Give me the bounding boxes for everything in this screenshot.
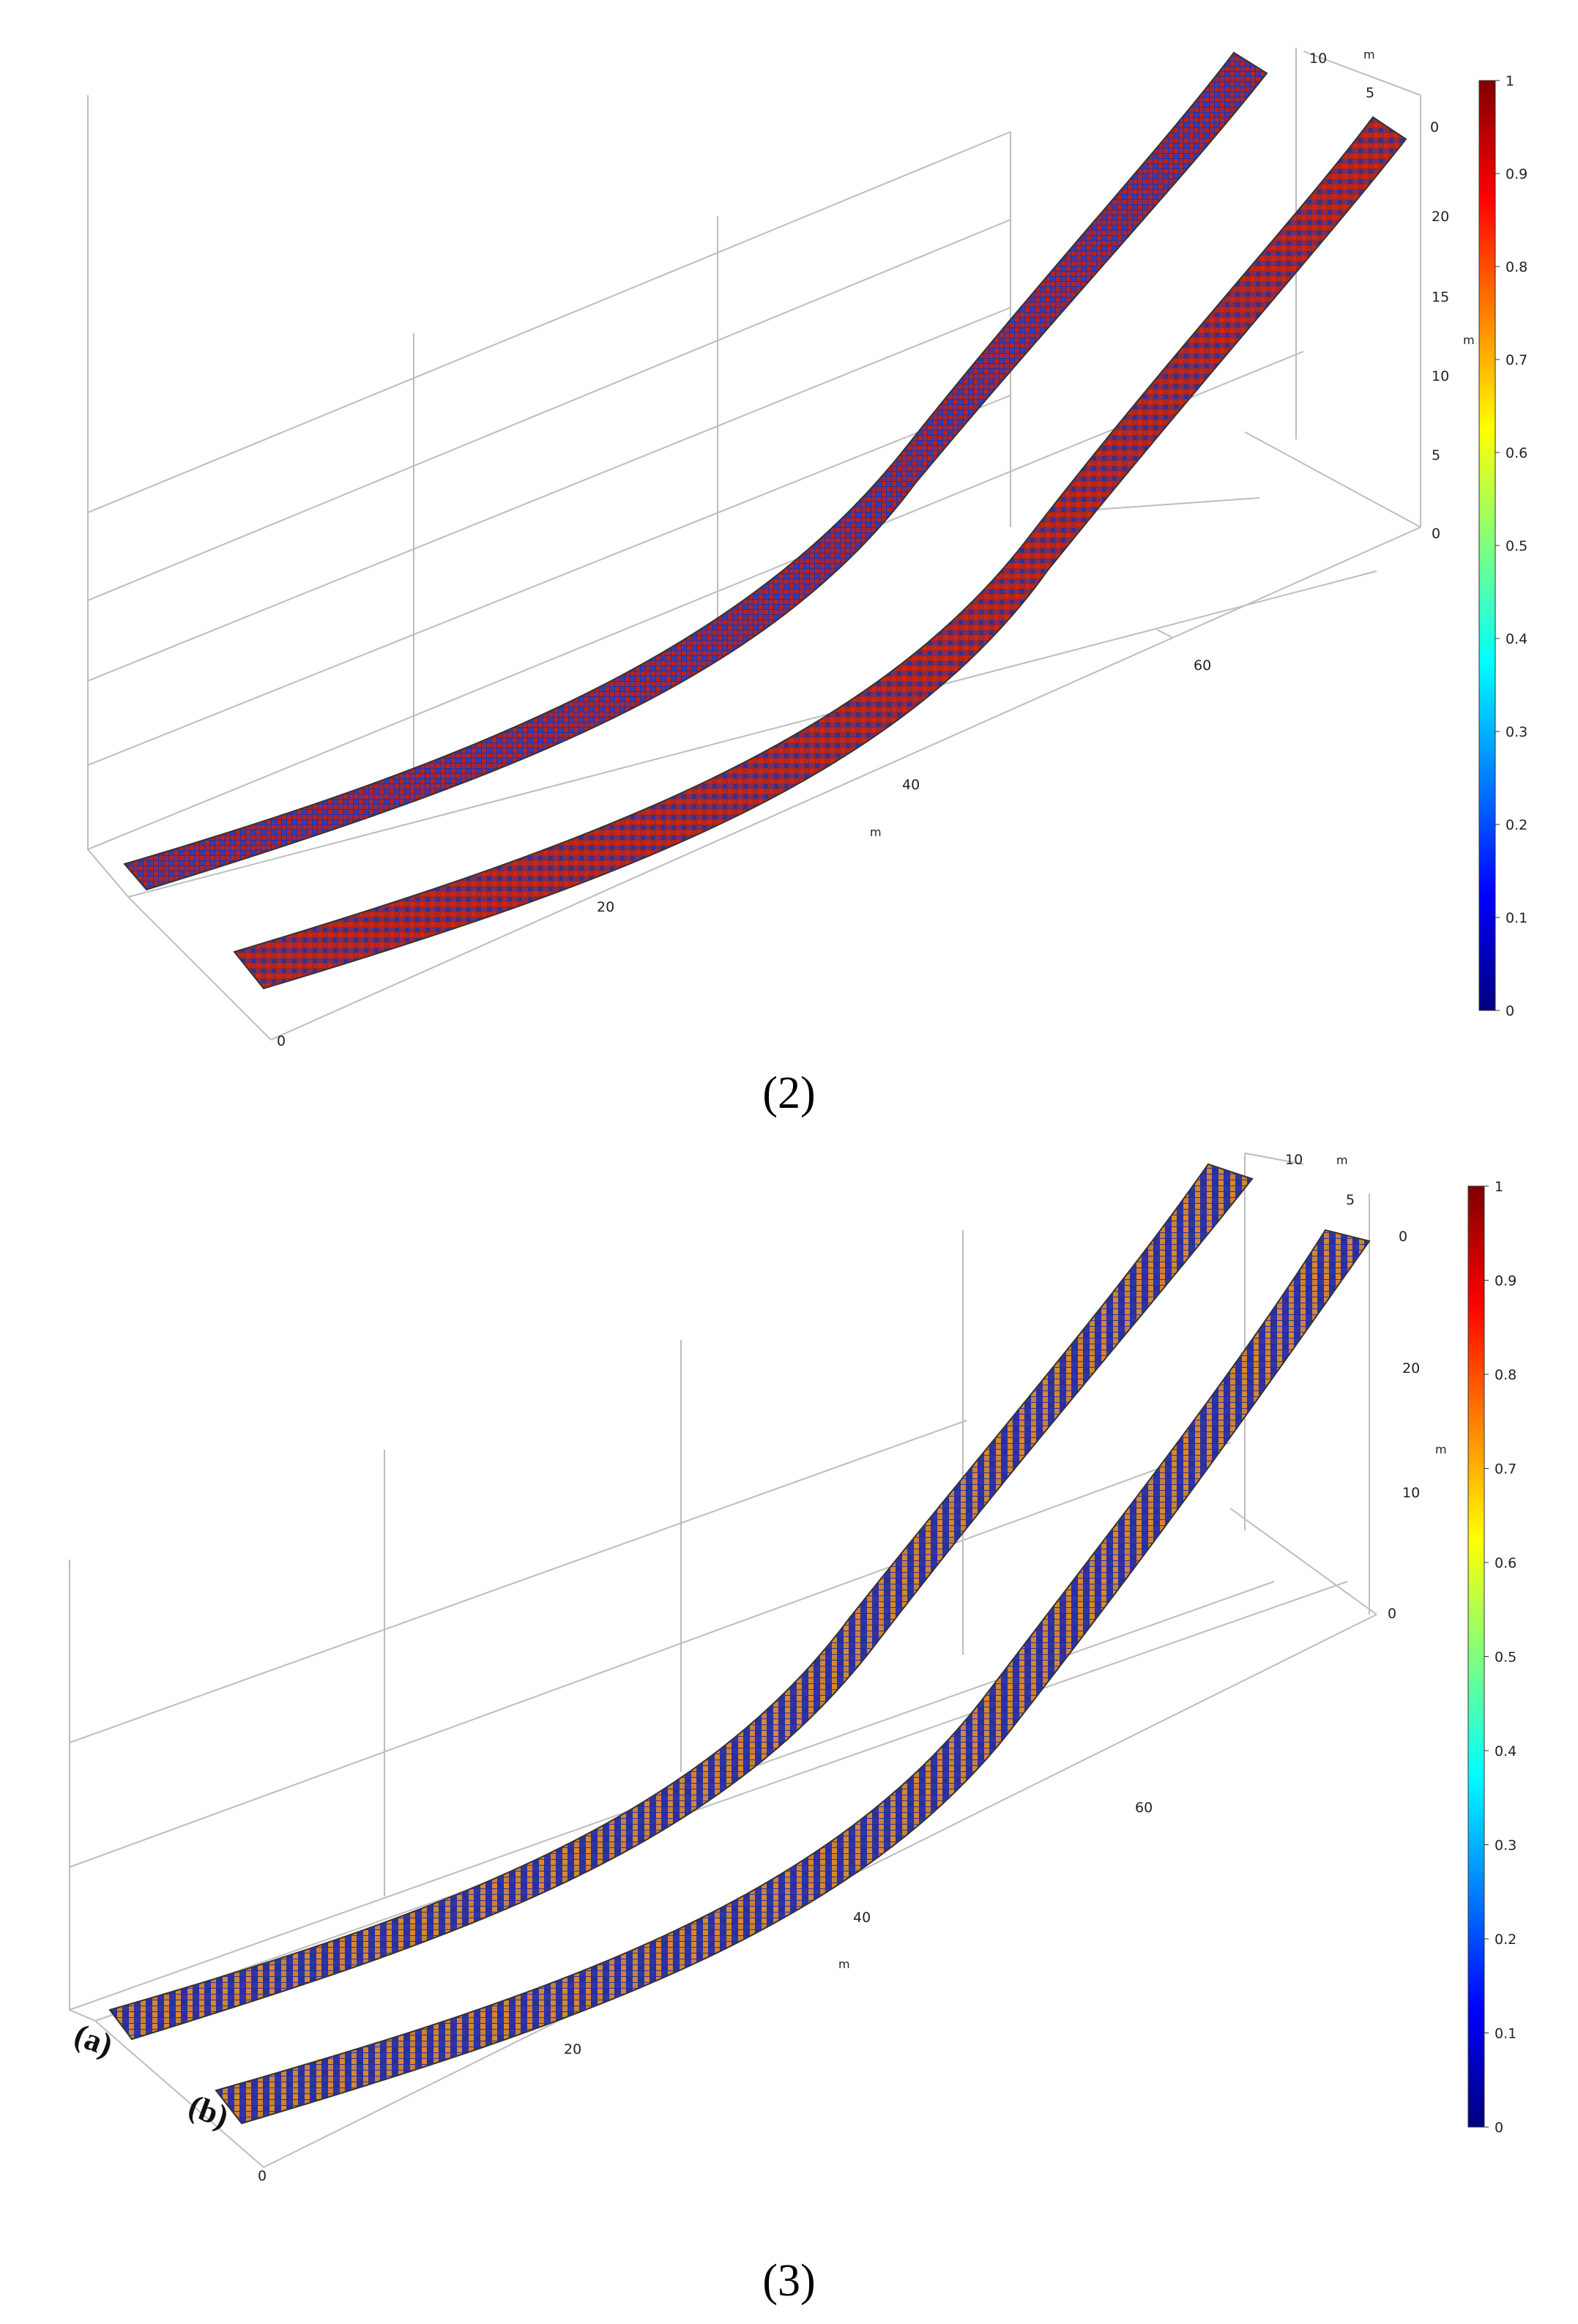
figure-2-panel: 0 20 40 60 m 10 5 0 m 20 15 10 5 0 m 1 0.…: [0, 0, 1578, 1118]
colorbar-tick-label: 0.1: [1506, 910, 1527, 926]
colorbar-tick-label: 1: [1495, 1179, 1503, 1195]
y-tick-10: 10: [1309, 51, 1327, 67]
strip-b: [233, 116, 1407, 990]
colorbar-tick-label: 0.7: [1506, 352, 1527, 368]
axes-grid: [69, 1152, 1377, 2168]
z-tick-20: 20: [1402, 1360, 1420, 1377]
x-tick-0: 0: [258, 2168, 267, 2184]
colorbar-tick-label: 1: [1506, 73, 1514, 89]
x-tick-60: 60: [1135, 1800, 1153, 1816]
strip-a: [123, 51, 1268, 891]
colorbar-tick-label: 0.9: [1506, 166, 1527, 182]
figure-3-caption: (3): [762, 2256, 816, 2306]
x-tick-40: 40: [902, 777, 920, 793]
colorbar-tick-label: 0.5: [1506, 538, 1527, 554]
colorbar-tick-label: 0.2: [1495, 1932, 1516, 1948]
y-tick-0: 0: [1399, 1229, 1407, 1245]
z-unit: m: [1463, 333, 1475, 347]
figure-3-plot: (a) (b) 0 20 40 60 m 10 5 0 m 20 10 0 m …: [69, 1152, 1516, 2184]
x-tick-20: 20: [597, 899, 614, 915]
colorbar-tick-label: 0.8: [1506, 259, 1527, 275]
x-unit: m: [870, 825, 882, 839]
y-unit: m: [1363, 48, 1375, 62]
strip-a: [108, 1163, 1254, 2041]
strip-b: [215, 1229, 1371, 2125]
z-tick-15: 15: [1432, 289, 1449, 305]
x-tick-0: 0: [277, 1033, 286, 1049]
z-tick-0: 0: [1432, 526, 1440, 542]
colorbar-tick-label: 0.9: [1495, 1273, 1516, 1289]
colorbar-tick-label: 0: [1506, 1003, 1514, 1019]
y-tick-5: 5: [1366, 85, 1374, 101]
z-unit: m: [1435, 1442, 1447, 1456]
colorbar-tick-label: 0.6: [1506, 445, 1527, 461]
x-unit: m: [838, 1957, 850, 1971]
x-tick-20: 20: [564, 2041, 581, 2057]
z-tick-5: 5: [1432, 447, 1440, 463]
y-tick-0: 0: [1430, 119, 1439, 135]
z-tick-10: 10: [1402, 1485, 1420, 1501]
z-tick-10: 10: [1432, 368, 1449, 384]
colorbar: 1 0.9 0.8 0.7 0.6 0.5 0.4 0.3 0.2 0.1 0: [1467, 1179, 1516, 2136]
x-tick-40: 40: [853, 1910, 871, 1926]
z-tick-20: 20: [1432, 209, 1449, 225]
colorbar-tick-label: 0.3: [1495, 1838, 1516, 1854]
colorbar-tick-label: 0.3: [1506, 724, 1527, 740]
strip-label-a: (a): [70, 2016, 117, 2063]
colorbar-tick-label: 0.1: [1495, 2026, 1516, 2042]
y-unit: m: [1336, 1153, 1348, 1167]
colorbar-tick-label: 0.6: [1495, 1555, 1516, 1571]
y-tick-10: 10: [1285, 1152, 1303, 1168]
figure-3-panel: (a) (b) 0 20 40 60 m 10 5 0 m 20 10 0 m …: [0, 1098, 1578, 2324]
colorbar-tick-label: 0: [1495, 2120, 1503, 2136]
colorbar-tick-label: 0.4: [1506, 631, 1527, 647]
colorbar-tick-label: 0.4: [1495, 1743, 1516, 1759]
figure-2-caption: (2): [762, 1068, 816, 1118]
colorbar-tick-label: 0.7: [1495, 1461, 1516, 1478]
colorbar: 1 0.9 0.8 0.7 0.6 0.5 0.4 0.3 0.2 0.1 0: [1478, 73, 1527, 1019]
colorbar-tick-label: 0.8: [1495, 1367, 1516, 1383]
colorbar-tick-label: 0.5: [1495, 1650, 1516, 1666]
axes-grid: [87, 48, 1421, 1040]
figure-2-plot: 0 20 40 60 m 10 5 0 m 20 15 10 5 0 m 1 0.…: [87, 48, 1527, 1049]
z-tick-0: 0: [1388, 1606, 1396, 1622]
x-tick-60: 60: [1194, 658, 1211, 674]
colorbar-tick-label: 0.2: [1506, 817, 1527, 833]
y-tick-5: 5: [1346, 1192, 1355, 1208]
